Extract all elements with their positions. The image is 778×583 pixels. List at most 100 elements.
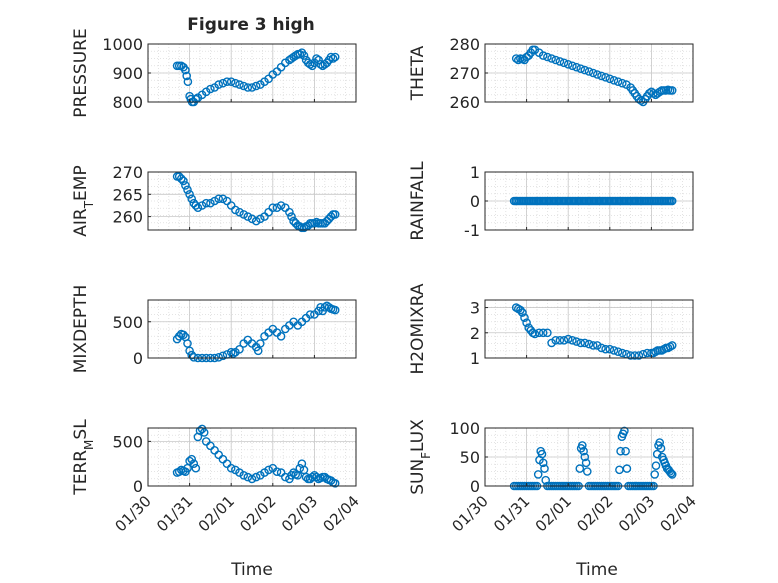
axes-box: [147, 171, 357, 231]
data-point: [597, 343, 606, 353]
data-point: [621, 446, 630, 456]
data-point: [197, 201, 207, 210]
data-point: [210, 196, 219, 206]
y-axis-label-rest: EMP: [71, 165, 91, 201]
data-series: [511, 303, 677, 360]
y-tick-label: 50: [460, 448, 480, 467]
y-tick-label: 0: [133, 349, 143, 368]
data-point: [243, 83, 253, 92]
data-point: [330, 478, 340, 488]
data-point: [235, 80, 244, 89]
y-tick-label: 260: [112, 208, 143, 227]
data-point: [218, 194, 228, 204]
data-point: [651, 347, 660, 357]
data-series: [172, 424, 340, 488]
y-axis-label: MIXDEPTH: [71, 285, 91, 374]
y-axis-label-rest: LUX: [408, 419, 428, 452]
data-point: [559, 58, 569, 68]
data-point: [301, 472, 311, 482]
y-tick-label: 0: [133, 477, 143, 496]
data-point: [235, 344, 244, 354]
data-point: [626, 351, 635, 360]
data-point: [559, 335, 569, 345]
data-point: [285, 207, 294, 217]
data-point: [182, 71, 191, 81]
data-point: [251, 472, 261, 482]
subplot-2: 260 270 280 THETA: [408, 35, 694, 112]
data-point: [176, 174, 186, 183]
y-tick-label: 0: [470, 192, 480, 211]
data-point: [305, 310, 315, 319]
y-tick-label: 1: [470, 349, 480, 368]
data-point: [218, 351, 228, 361]
data-point: [272, 467, 282, 477]
data-point: [655, 438, 665, 447]
data-point: [181, 65, 190, 75]
data-point: [609, 346, 619, 355]
data-point: [540, 464, 549, 473]
data-point: [636, 96, 646, 105]
data-point: [191, 463, 201, 473]
data-point: [312, 472, 321, 482]
data-point: [226, 463, 236, 473]
data-point: [181, 181, 190, 190]
data-point: [272, 203, 282, 212]
y-axis-label: PRESSURE: [71, 28, 91, 117]
data-point: [620, 426, 629, 436]
data-point: [299, 51, 309, 60]
y-tick-label: 900: [112, 64, 143, 83]
data-point: [605, 74, 615, 84]
data-point: [588, 68, 598, 78]
data-point: [312, 54, 321, 63]
data-point: [247, 83, 257, 92]
data-point: [191, 94, 201, 104]
y-tick-label: 260: [449, 93, 480, 112]
data-point: [226, 77, 236, 86]
data-point: [295, 463, 305, 473]
y-tick-label: 270: [112, 163, 143, 182]
subplot-4: -1 0 1 RAINFALL: [408, 161, 694, 241]
data-point: [605, 344, 615, 354]
data-point: [518, 308, 527, 317]
data-point: [183, 77, 193, 86]
data-point: [543, 328, 552, 338]
data-point: [511, 54, 521, 63]
data-series: [172, 301, 340, 363]
data-point: [305, 60, 315, 69]
data-point: [618, 78, 627, 88]
data-point: [199, 428, 209, 437]
data-point: [179, 330, 188, 340]
data-point: [667, 470, 677, 479]
data-point: [239, 210, 248, 219]
y-tick-label: 2: [470, 324, 480, 343]
data-point: [601, 344, 610, 354]
data-point: [651, 461, 661, 471]
y-axis-label-subscript: M: [82, 440, 96, 450]
y-tick-label: 1: [470, 163, 480, 182]
data-point: [189, 352, 199, 362]
data-point: [667, 341, 677, 350]
data-point: [247, 474, 257, 484]
data-point: [264, 465, 273, 475]
data-point: [555, 57, 565, 66]
y-tick-label: 1000: [102, 35, 143, 54]
data-point: [330, 305, 340, 315]
data-point: [251, 216, 261, 226]
data-point: [597, 71, 606, 81]
data-point: [206, 198, 215, 208]
data-point: [183, 185, 192, 195]
data-point: [187, 194, 196, 204]
data-point: [576, 338, 586, 348]
data-point: [239, 470, 248, 480]
data-point: [583, 467, 592, 476]
y-tick-label: 800: [112, 93, 143, 112]
data-point: [572, 62, 581, 72]
y-axis-label: RAINFALL: [408, 161, 428, 241]
data-point: [563, 334, 573, 344]
data-point: [543, 52, 552, 62]
data-point: [533, 470, 543, 479]
data-point: [524, 323, 534, 333]
data-point: [667, 196, 677, 206]
